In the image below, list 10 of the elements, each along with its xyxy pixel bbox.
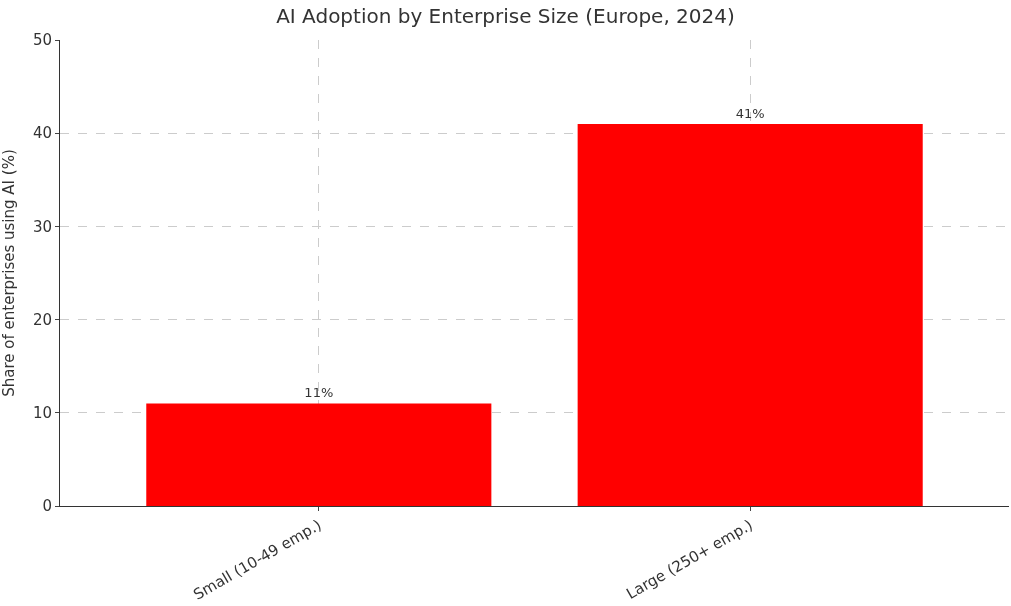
y-tick-label: 30	[32, 217, 52, 236]
y-tick-label: 40	[32, 124, 52, 143]
y-tick-label: 50	[32, 31, 52, 50]
data-label: 41%	[735, 105, 765, 121]
chart-title: AI Adoption by Enterprise Size (Europe, 2024)	[276, 4, 735, 29]
y-tick-label: 10	[32, 404, 52, 423]
y-tick-label: 0	[42, 497, 52, 516]
data-label: 11%	[304, 385, 334, 401]
y-tick-label: 20	[32, 310, 52, 329]
y-axis-title: Share of enterprises using AI (%)	[0, 149, 18, 397]
